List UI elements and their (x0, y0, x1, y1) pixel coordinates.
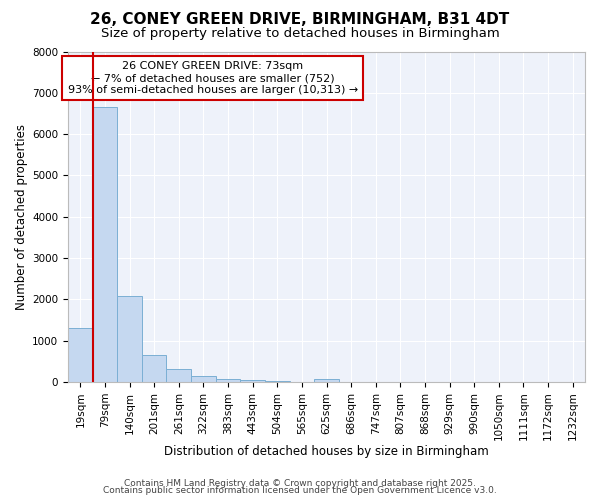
Y-axis label: Number of detached properties: Number of detached properties (15, 124, 28, 310)
X-axis label: Distribution of detached houses by size in Birmingham: Distribution of detached houses by size … (164, 444, 489, 458)
Text: 26, CONEY GREEN DRIVE, BIRMINGHAM, B31 4DT: 26, CONEY GREEN DRIVE, BIRMINGHAM, B31 4… (91, 12, 509, 28)
Bar (241, 380, 265, 382)
Bar (216, 378, 241, 382)
Bar (117, 296, 142, 382)
Text: Contains HM Land Registry data © Crown copyright and database right 2025.: Contains HM Land Registry data © Crown c… (124, 478, 476, 488)
Bar (191, 376, 216, 382)
Text: 26 CONEY GREEN DRIVE: 73sqm
← 7% of detached houses are smaller (752)
93% of sem: 26 CONEY GREEN DRIVE: 73sqm ← 7% of deta… (68, 62, 358, 94)
Bar (142, 356, 166, 382)
Bar (92, 107, 117, 382)
Bar (314, 379, 339, 382)
Bar (68, 328, 92, 382)
Bar (166, 370, 191, 382)
Text: Size of property relative to detached houses in Birmingham: Size of property relative to detached ho… (101, 28, 499, 40)
Text: Contains public sector information licensed under the Open Government Licence v3: Contains public sector information licen… (103, 486, 497, 495)
